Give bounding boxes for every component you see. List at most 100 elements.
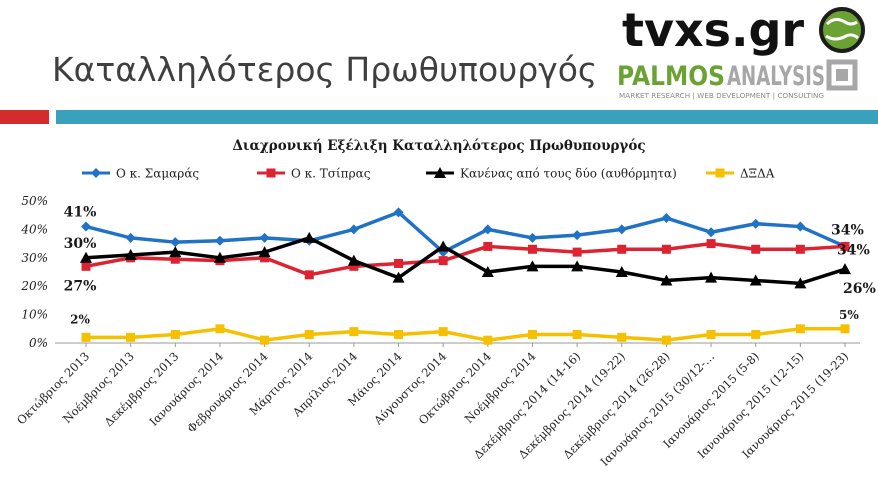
- data-point: [81, 332, 91, 342]
- data-point: [705, 271, 718, 283]
- slide-title: Καταλληλότερος Πρωθυπουργός: [52, 50, 598, 89]
- y-tick-label: 10%: [21, 308, 48, 322]
- data-point: [527, 232, 538, 243]
- data-point: [215, 324, 225, 334]
- data-point: [304, 329, 314, 339]
- data-point: [616, 224, 627, 235]
- data-point: [795, 324, 805, 334]
- data-point: [617, 332, 627, 342]
- data-point: [615, 266, 628, 277]
- y-tick-label: 30%: [21, 251, 48, 265]
- series-line: [85, 236, 846, 286]
- legend-marker: [91, 168, 101, 178]
- legend-label: Κανένας από τους δύο (αυθόρμητα): [460, 167, 677, 181]
- data-point: [483, 241, 493, 251]
- data-point: [706, 227, 717, 238]
- series-2: 30% 26%: [64, 231, 876, 297]
- data-point: [794, 277, 807, 289]
- data-point: [170, 329, 180, 339]
- y-tick-label: 20%: [20, 279, 48, 293]
- data-point: [795, 244, 805, 254]
- data-point: [795, 221, 806, 232]
- data-point: [348, 224, 359, 235]
- accent-bar-red: [0, 110, 49, 124]
- line-chart: Διαχρονική Εξέλιξη Καταλληλότερος Πρωθυπ…: [14, 138, 876, 469]
- data-point: [706, 329, 716, 339]
- chart-legend: Ο κ. Σαμαράς Ο κ. Τσίπρας Κανένας από τους…: [82, 167, 775, 181]
- data-point: [482, 224, 493, 235]
- data-point: [661, 335, 671, 345]
- y-tick-label: 40%: [20, 222, 48, 236]
- data-point: [393, 207, 404, 218]
- data-point: [394, 329, 404, 339]
- data-point: [481, 266, 494, 277]
- x-tick-label: Δεκέμβριος 2013: [101, 349, 181, 429]
- series-line: [85, 210, 846, 254]
- palmos-logo-main: PALMOS: [617, 61, 725, 92]
- y-tick-label: 0%: [29, 336, 48, 350]
- data-point: [617, 244, 627, 254]
- data-point: [260, 335, 270, 345]
- data-point: [483, 335, 493, 345]
- chart-title: Διαχρονική Εξέλιξη Καταλληλότερος Πρωθυπ…: [232, 138, 645, 154]
- data-point: [526, 260, 539, 272]
- data-label: 34%: [837, 242, 870, 258]
- series-layer: 41% 34% 27% 34% 30% 26% 2% 5%: [64, 205, 876, 345]
- y-tick-label: 50%: [21, 194, 48, 208]
- palmos-logo-secondary: ANALYSIS: [727, 61, 825, 92]
- data-label: 2%: [70, 312, 90, 326]
- data-point: [258, 246, 271, 258]
- data-point: [213, 251, 226, 263]
- data-point: [214, 235, 225, 246]
- legend-marker: [266, 168, 276, 178]
- data-point: [126, 332, 136, 342]
- data-label: 30%: [64, 236, 97, 252]
- data-point: [840, 241, 850, 251]
- data-point: [572, 247, 582, 257]
- data-label: 27%: [64, 278, 97, 294]
- data-point: [438, 327, 448, 337]
- data-point: [572, 230, 583, 241]
- data-point: [661, 244, 671, 254]
- palmos-logo-tagline: MARKET RESEARCH | WEB DEVELOPMENT | CONS…: [619, 92, 824, 100]
- series-line: [85, 241, 846, 277]
- data-point: [304, 270, 314, 280]
- series-line: [86, 327, 845, 342]
- data-point: [392, 271, 405, 283]
- data-point: [81, 261, 91, 271]
- data-point: [303, 231, 316, 243]
- series-1: 27% 34%: [64, 239, 870, 294]
- data-point: [437, 240, 450, 252]
- data-point: [170, 254, 180, 264]
- data-point: [527, 329, 537, 339]
- data-point: [706, 239, 716, 249]
- data-point: [349, 327, 359, 337]
- data-point: [750, 218, 761, 229]
- data-point: [571, 260, 584, 272]
- data-label: 41%: [64, 205, 97, 221]
- data-label: 5%: [839, 308, 859, 322]
- series-3: 2% 5%: [70, 308, 859, 345]
- data-point: [347, 254, 360, 266]
- data-point: [394, 258, 404, 268]
- data-point: [125, 232, 136, 243]
- data-point: [81, 221, 91, 232]
- legend-marker: [434, 167, 446, 178]
- palmos-analysis-logo: PALMOS ANALYSIS MARKET RESEARCH | WEB DE…: [617, 59, 858, 100]
- data-point: [80, 251, 92, 263]
- x-tick-label: Οκτώβριος 2013: [14, 349, 92, 427]
- data-point: [751, 329, 761, 339]
- accent-bar-teal: [56, 110, 878, 124]
- data-point: [259, 232, 270, 243]
- data-point: [527, 244, 537, 254]
- data-point: [660, 274, 673, 286]
- data-point: [260, 253, 270, 263]
- data-point: [438, 256, 448, 266]
- data-point: [169, 246, 182, 258]
- legend-label: Ο κ. Σαμαράς: [116, 167, 199, 181]
- data-point: [839, 263, 851, 275]
- data-point: [661, 213, 672, 224]
- legend-label: Ο κ. Τσίπρας: [291, 167, 371, 181]
- data-point: [749, 274, 762, 286]
- legend-label: ΔΞΔΑ: [740, 167, 775, 181]
